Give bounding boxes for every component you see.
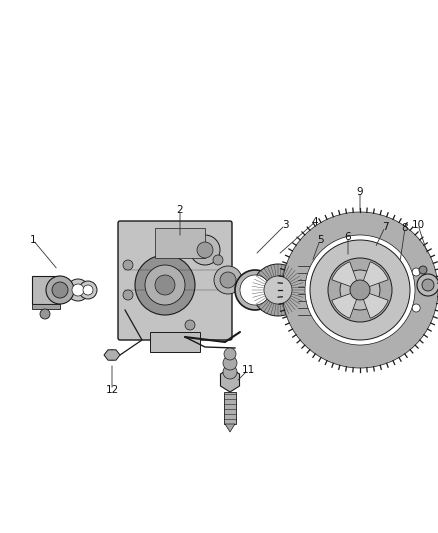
FancyBboxPatch shape [297, 261, 321, 319]
Circle shape [326, 268, 370, 312]
Circle shape [123, 260, 133, 270]
Text: 6: 6 [345, 232, 351, 242]
Circle shape [220, 272, 236, 288]
Circle shape [123, 290, 133, 300]
Circle shape [185, 320, 195, 330]
Wedge shape [360, 290, 388, 318]
Text: 4: 4 [312, 217, 318, 227]
Circle shape [328, 258, 392, 322]
Circle shape [107, 350, 117, 360]
Circle shape [224, 348, 236, 360]
Text: 2: 2 [177, 205, 184, 215]
Circle shape [422, 279, 434, 291]
Circle shape [213, 255, 223, 265]
Circle shape [350, 304, 358, 312]
Circle shape [305, 235, 415, 345]
Polygon shape [220, 368, 240, 392]
Circle shape [214, 266, 242, 294]
Circle shape [381, 250, 389, 258]
Circle shape [412, 304, 420, 312]
Text: 11: 11 [241, 365, 254, 375]
Circle shape [135, 255, 195, 315]
Text: 7: 7 [381, 222, 389, 232]
Circle shape [381, 322, 389, 330]
Circle shape [350, 280, 370, 300]
Circle shape [52, 282, 68, 298]
Ellipse shape [317, 276, 323, 304]
Circle shape [350, 268, 358, 276]
Circle shape [223, 365, 237, 379]
Circle shape [72, 284, 84, 296]
Polygon shape [225, 424, 235, 432]
FancyBboxPatch shape [118, 221, 232, 340]
Circle shape [67, 279, 89, 301]
Circle shape [412, 268, 420, 276]
Circle shape [223, 356, 237, 370]
Circle shape [83, 285, 93, 295]
Text: 5: 5 [317, 235, 323, 245]
Circle shape [419, 266, 427, 274]
Wedge shape [360, 262, 388, 290]
Wedge shape [332, 290, 360, 318]
Circle shape [367, 272, 403, 308]
Bar [155, 228, 205, 258]
Circle shape [240, 275, 270, 305]
Bar [150, 332, 200, 352]
Bar [32, 276, 60, 304]
Polygon shape [104, 350, 120, 360]
Text: 3: 3 [282, 220, 288, 230]
Circle shape [417, 274, 438, 296]
Circle shape [46, 276, 74, 304]
Circle shape [340, 270, 380, 310]
Circle shape [40, 309, 50, 319]
Circle shape [197, 242, 213, 258]
Text: 12: 12 [106, 385, 119, 395]
Bar [32, 304, 60, 309]
Circle shape [282, 212, 438, 368]
Circle shape [343, 248, 427, 332]
Circle shape [235, 270, 275, 310]
Circle shape [313, 255, 383, 325]
Circle shape [145, 265, 185, 305]
Text: 9: 9 [357, 187, 363, 197]
Circle shape [357, 262, 413, 318]
Circle shape [310, 240, 410, 340]
Bar [224, 392, 236, 424]
Circle shape [79, 281, 97, 299]
Circle shape [155, 275, 175, 295]
Circle shape [190, 235, 220, 265]
Ellipse shape [313, 262, 327, 318]
Text: 10: 10 [411, 220, 424, 230]
Circle shape [252, 264, 304, 316]
Wedge shape [332, 262, 360, 290]
Circle shape [264, 276, 292, 304]
Text: 1: 1 [30, 235, 36, 245]
Text: 8: 8 [402, 223, 408, 233]
